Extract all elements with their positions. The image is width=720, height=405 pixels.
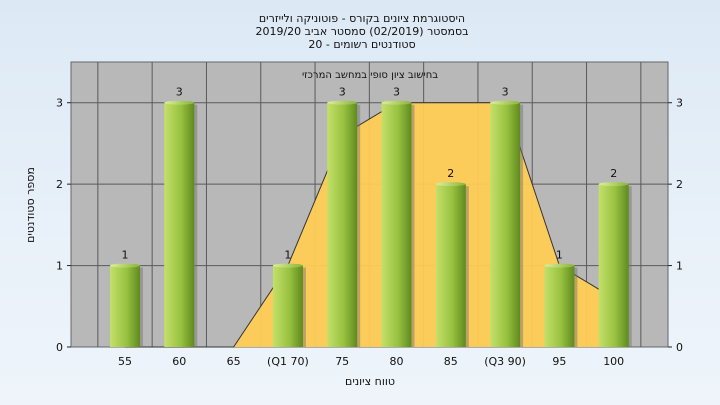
bar-95 [544, 265, 575, 347]
data-label-95: 1 [556, 249, 563, 262]
bar-60 [164, 102, 195, 347]
bar-80 [381, 102, 412, 347]
x-tick-label-95: 95 [552, 355, 566, 368]
area-series-line [125, 102, 614, 348]
bar-series [110, 100, 632, 347]
bar-(Q1 70) [272, 265, 303, 347]
bar-top [110, 263, 140, 268]
x-tick-label-55: 55 [118, 355, 132, 368]
x-tick-label-65: 65 [227, 355, 241, 368]
x-tick-label-(Q3 90): (Q3 90) [484, 355, 526, 368]
x-tick-label-100: 100 [603, 355, 624, 368]
y-tick-label-left: 2 [56, 178, 63, 191]
data-label-(Q3 90): 3 [502, 86, 509, 99]
data-label-60: 3 [176, 86, 183, 99]
bar-(Q3 90) [490, 102, 521, 347]
bar-85 [435, 184, 466, 347]
data-label-100: 2 [610, 167, 617, 180]
x-axis-title: טווח ציונים [345, 375, 395, 388]
y-axis-title: מספר סטודנטים [24, 167, 37, 243]
bar-top [490, 100, 521, 105]
bar-55 [110, 265, 140, 347]
x-tick-label-(Q1 70): (Q1 70) [267, 355, 309, 368]
data-label-55: 1 [122, 249, 129, 262]
y-tick-label-left: 1 [56, 260, 63, 273]
x-tick-label-75: 75 [335, 355, 349, 368]
y-tick-label-right: 2 [676, 178, 683, 191]
x-tick-label-80: 80 [390, 355, 404, 368]
chart-title-line-3: סטודנטים רשומים - 20 [308, 38, 415, 51]
x-tick-label-60: 60 [172, 355, 186, 368]
bar-top [381, 100, 412, 105]
axes: 0 0 1 1 2 2 3 3 55 60 65 (Q1 70) 75 80 85 (Q3 90) 95 100 [56, 97, 683, 368]
bar-100 [598, 184, 629, 347]
bar-top [164, 100, 195, 105]
x-tick-label-85: 85 [444, 355, 458, 368]
y-tick-label-right: 3 [676, 97, 683, 110]
data-labels: 1 3 1 3 3 2 3 1 2 [122, 86, 618, 262]
bar-top [544, 263, 575, 268]
bar-top [435, 182, 466, 187]
chart-title-line-1: היסטוגרמת ציונים בקורס - פוטוניקה ולייזר… [259, 12, 465, 25]
data-label-85: 2 [447, 167, 454, 180]
data-label-75: 3 [339, 86, 346, 99]
y-tick-label-right: 0 [676, 341, 683, 354]
area-series-label: בחישוב ציון סופי במחשב המרכזי [302, 70, 438, 81]
y-tick-label-right: 1 [676, 260, 683, 273]
bar-top [327, 100, 358, 105]
bar-75 [327, 102, 358, 347]
y-tick-label-left: 3 [56, 97, 63, 110]
chart-title-line-2: בסמסטר (02/2019) סמסטר אביב 2019/20 [255, 25, 468, 38]
data-label-80: 3 [393, 86, 400, 99]
y-tick-label-left: 0 [56, 341, 63, 354]
data-label-(Q1 70): 1 [284, 249, 291, 262]
bar-top [598, 182, 629, 187]
bar-top [272, 263, 303, 268]
